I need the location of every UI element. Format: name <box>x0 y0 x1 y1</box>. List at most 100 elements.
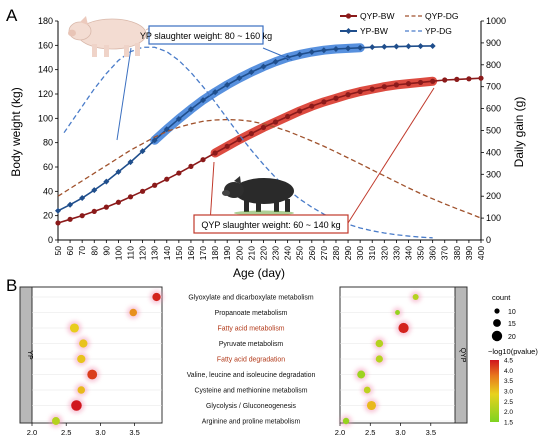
x-tick-label: 150 <box>174 246 184 260</box>
x-tick-label: 50 <box>53 246 63 256</box>
x-tick-label: 70 <box>77 246 87 256</box>
x-tick-label: 220 <box>258 246 268 260</box>
yp-slaughter-callout: YP slaughter weight: 80 ~ 160 kg <box>116 25 293 141</box>
pathway-label: Propanoate metabolism <box>215 310 288 317</box>
x-tick-label: 130 <box>150 246 160 260</box>
y-tick-label: 120 <box>38 89 53 99</box>
data-point <box>236 75 243 82</box>
cbar-tick-label: 1.5 <box>504 420 513 427</box>
y-tick-label: 180 <box>38 16 53 26</box>
x-tick-label: 2.5 <box>365 428 375 437</box>
x-tick-label: 3.5 <box>129 428 139 437</box>
x-tick-label: 200 <box>234 246 244 260</box>
data-point <box>332 45 339 52</box>
pathway-label: Fatty acid degradation <box>217 357 285 364</box>
data-point <box>430 78 436 84</box>
data-point <box>297 108 303 114</box>
yp-slaughter-text: YP slaughter weight: 80 ~ 160 kg <box>140 31 272 41</box>
x-tick-label: 180 <box>210 246 220 260</box>
x-tick-label: 60 <box>65 246 75 256</box>
x-tick-label: 270 <box>319 246 329 260</box>
data-point <box>393 43 400 50</box>
cbar-tick-label: 3.0 <box>504 389 513 396</box>
data-point <box>115 199 122 205</box>
qyp-slaughter-callout: QYP slaughter weight: 60 ~ 140 kg <box>193 87 435 234</box>
legend-yp-bw: YP-BW <box>360 26 388 36</box>
panel-b-label: B <box>6 276 17 295</box>
x-tick-label: 190 <box>222 246 232 260</box>
pvalue-legend-ticks: 1.5 2.0 2.5 3.0 3.5 4.0 4.5 <box>499 358 513 427</box>
enrichment-point <box>395 310 400 315</box>
x-tick-label: 310 <box>367 246 377 260</box>
data-point <box>369 44 376 51</box>
x-tick-label: 100 <box>113 246 123 260</box>
data-point <box>212 150 218 156</box>
y2-tick-label: 400 <box>486 147 501 157</box>
cbar-tick-label: 2.0 <box>504 409 513 416</box>
x-tick-label: 90 <box>101 246 111 256</box>
x-tick-label: 170 <box>198 246 208 260</box>
data-point <box>272 58 279 65</box>
data-point <box>321 99 327 105</box>
y-tick-label: 0 <box>48 235 53 245</box>
count-legend-20: 20 <box>508 334 516 341</box>
pathway-label: Fatty acid metabolism <box>217 326 284 333</box>
data-point <box>127 194 134 200</box>
data-point <box>79 213 85 219</box>
data-point <box>236 137 242 143</box>
data-point <box>55 220 61 226</box>
data-point <box>296 51 303 58</box>
x-tick-label: 2.0 <box>27 428 37 437</box>
data-point <box>175 115 182 122</box>
data-point <box>224 143 230 149</box>
data-point <box>320 47 327 54</box>
x-axis-title: Age (day) <box>233 266 285 280</box>
y-tick-label: 40 <box>43 186 53 196</box>
data-point <box>285 113 291 120</box>
y-axis-title: Body weight (kg) <box>9 87 23 176</box>
x-tick-label: 320 <box>379 246 389 260</box>
white-pig-icon <box>68 16 151 57</box>
enrichment-point <box>375 355 383 363</box>
data-point <box>164 176 170 182</box>
data-point <box>79 195 86 202</box>
pathway-label: Pyruvate metabolism <box>219 341 284 348</box>
series-line-qyp-dg <box>57 118 482 219</box>
x-tick-label: 240 <box>283 246 293 260</box>
data-point <box>248 69 255 76</box>
data-point <box>405 81 412 87</box>
enrichment-point <box>129 308 138 317</box>
data-point <box>224 81 231 88</box>
data-point <box>248 130 254 137</box>
x-tick-label: 260 <box>307 246 317 260</box>
growth-legend: QYP-BW YP-BW QYP-DG YP-DG <box>333 8 478 38</box>
data-point <box>345 92 351 98</box>
y2-tick-label: 300 <box>486 169 501 179</box>
x-tick-label: 110 <box>126 246 136 260</box>
legend-qyp-dg: QYP-DG <box>425 11 459 21</box>
y2-tick-label: 500 <box>486 126 501 136</box>
y-tick-label: 100 <box>38 113 53 123</box>
strip-label-qyp: QYP <box>459 348 466 363</box>
data-point <box>176 170 182 176</box>
pathway-label: Valine, leucine and isoleucine degradati… <box>187 372 316 379</box>
y2-tick-label: 800 <box>486 60 501 70</box>
x-tick-label: 230 <box>271 246 281 260</box>
data-point <box>381 84 387 90</box>
enrichment-point <box>342 417 350 425</box>
enrichment-point <box>87 369 98 380</box>
count-legend-15: 15 <box>508 321 516 328</box>
data-point <box>272 119 279 125</box>
y2-tick-label: 600 <box>486 104 501 114</box>
y-tick-label: 60 <box>43 162 53 172</box>
data-point <box>103 204 109 210</box>
enrichment-point <box>71 400 82 411</box>
x-tick-label: 160 <box>186 246 196 260</box>
x-tick-label: 350 <box>416 246 426 260</box>
data-point <box>381 43 388 50</box>
legend-yp-dg: YP-DG <box>425 26 452 36</box>
x-tick-label: 2.5 <box>61 428 71 437</box>
data-point <box>91 208 97 215</box>
data-point <box>152 182 158 188</box>
